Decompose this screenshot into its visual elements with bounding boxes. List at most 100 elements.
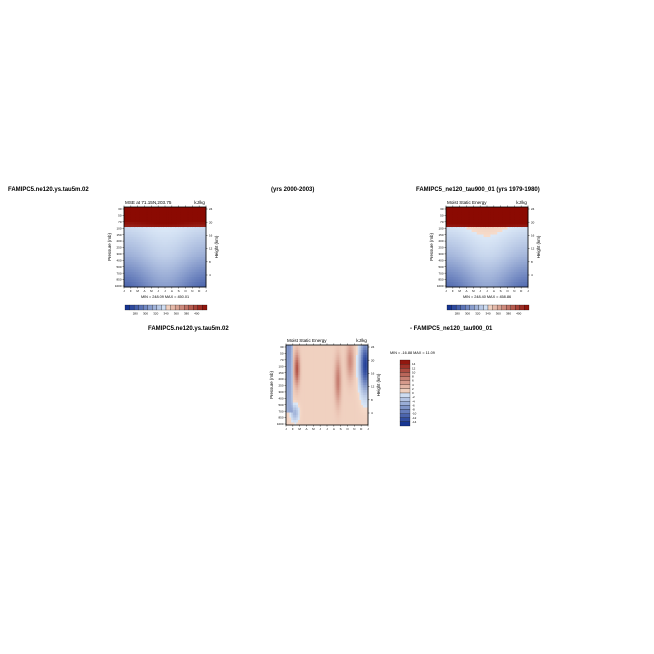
panel2-cell <box>446 269 449 273</box>
panel3-cell <box>366 397 369 401</box>
panel1-cell <box>165 212 168 215</box>
panel1-cell <box>187 227 190 230</box>
panel1-cell <box>130 254 133 258</box>
panel2-cell <box>463 284 466 288</box>
panel2-cell <box>526 234 529 238</box>
panel2-cell <box>492 212 495 215</box>
panel1-cell <box>134 272 137 275</box>
panel3-cell <box>328 407 331 411</box>
panel1-cell <box>176 264 180 268</box>
panel2-cell <box>519 267 522 270</box>
panel1-cell <box>199 212 202 215</box>
panel1-cell <box>168 237 171 240</box>
panel2-cell <box>478 269 481 273</box>
panel1-cell <box>194 234 197 238</box>
panel2-cell <box>446 214 449 218</box>
panel3-cell <box>338 370 342 373</box>
panel1-cell <box>125 264 128 268</box>
panel1-cell <box>137 252 140 255</box>
panel3-cell <box>333 370 336 373</box>
panel2-cell <box>475 212 478 215</box>
panel3-cell <box>340 362 343 366</box>
panel2-cell <box>463 279 466 283</box>
panel3-cell <box>366 400 369 403</box>
panel2-cell <box>469 237 473 240</box>
panel1-cell <box>154 262 157 265</box>
panel1-cell <box>199 219 202 223</box>
panel2-cell <box>521 222 524 225</box>
panel1-cell <box>194 274 197 278</box>
panel3-cell <box>325 405 328 408</box>
panel1-cell <box>195 254 198 258</box>
panel3-cell <box>294 415 297 418</box>
panel3-cell <box>352 407 355 411</box>
panel3-xlabel: M <box>298 427 301 431</box>
panel1-cell <box>170 229 173 233</box>
panel3-cell <box>289 387 292 391</box>
panel1-cell <box>151 212 154 215</box>
panel2-cell <box>456 262 459 265</box>
panel2-cell <box>459 232 462 235</box>
panel2-cell <box>519 214 522 218</box>
panel2-cell <box>452 237 455 240</box>
panel2-cell <box>495 254 498 258</box>
panel1-cell <box>139 264 142 268</box>
panel1-cell <box>182 257 185 260</box>
panel2-cell <box>447 219 450 223</box>
panel1-cell <box>182 224 185 228</box>
panel2-cell <box>457 219 461 223</box>
panel1-cell <box>183 277 186 280</box>
panel1-cell <box>188 224 192 228</box>
panel3-cell <box>316 360 319 363</box>
panel3-cell <box>297 357 301 361</box>
panel2-cell <box>522 237 525 240</box>
panel2-cell <box>454 217 457 220</box>
panel2-cell <box>459 244 462 248</box>
panel3-cell <box>362 420 365 423</box>
panel1-cell <box>197 224 200 228</box>
panel3-stats: MIN = -16.88 MAX = 11.09 <box>390 351 435 355</box>
panel3-cell <box>323 380 326 383</box>
panel1-cell <box>182 217 185 220</box>
panel1-colorbar-swatch <box>161 304 167 311</box>
panel2-cell <box>493 274 496 278</box>
panel2-cell <box>519 222 522 225</box>
panel2-cell <box>475 244 478 248</box>
panel1-cell <box>132 219 135 223</box>
panel1-cell <box>134 282 137 285</box>
panel3-cell <box>327 405 330 408</box>
panel1-cell <box>187 242 190 245</box>
panel3-cell <box>364 402 367 406</box>
panel3-cell <box>308 370 311 373</box>
panel1-cell <box>185 259 188 263</box>
panel2-cell <box>492 214 495 218</box>
panel3-cell <box>345 350 348 353</box>
panel2-cell <box>498 224 502 228</box>
panel3-cell <box>337 410 340 413</box>
panel2-cell <box>449 279 452 283</box>
panel2-cell <box>478 227 481 230</box>
panel2-cell <box>504 262 507 265</box>
panel1-cell <box>146 264 149 268</box>
panel3-cell <box>354 405 357 408</box>
panel3-cell <box>303 410 306 413</box>
panel1-cell <box>130 269 133 273</box>
panel3-cell <box>352 422 355 426</box>
panel2-cell <box>516 239 519 243</box>
panel1-cell <box>178 282 181 285</box>
panel2-cell <box>454 259 457 263</box>
panel1-cell <box>158 207 161 210</box>
panel3-cell <box>315 392 318 396</box>
panel1-cell <box>153 229 156 233</box>
panel1-cell <box>151 259 154 263</box>
panel2-cell <box>459 239 462 243</box>
panel1-cell <box>183 249 186 253</box>
panel1-cell <box>170 227 173 230</box>
panel3-cell <box>289 382 292 386</box>
panel3-cell <box>309 345 313 348</box>
panel2-cell <box>446 229 449 233</box>
panel3-cell <box>316 372 319 376</box>
panel3-cell <box>320 382 323 386</box>
panel2-cell <box>488 277 491 280</box>
panel2-cell <box>526 247 529 250</box>
